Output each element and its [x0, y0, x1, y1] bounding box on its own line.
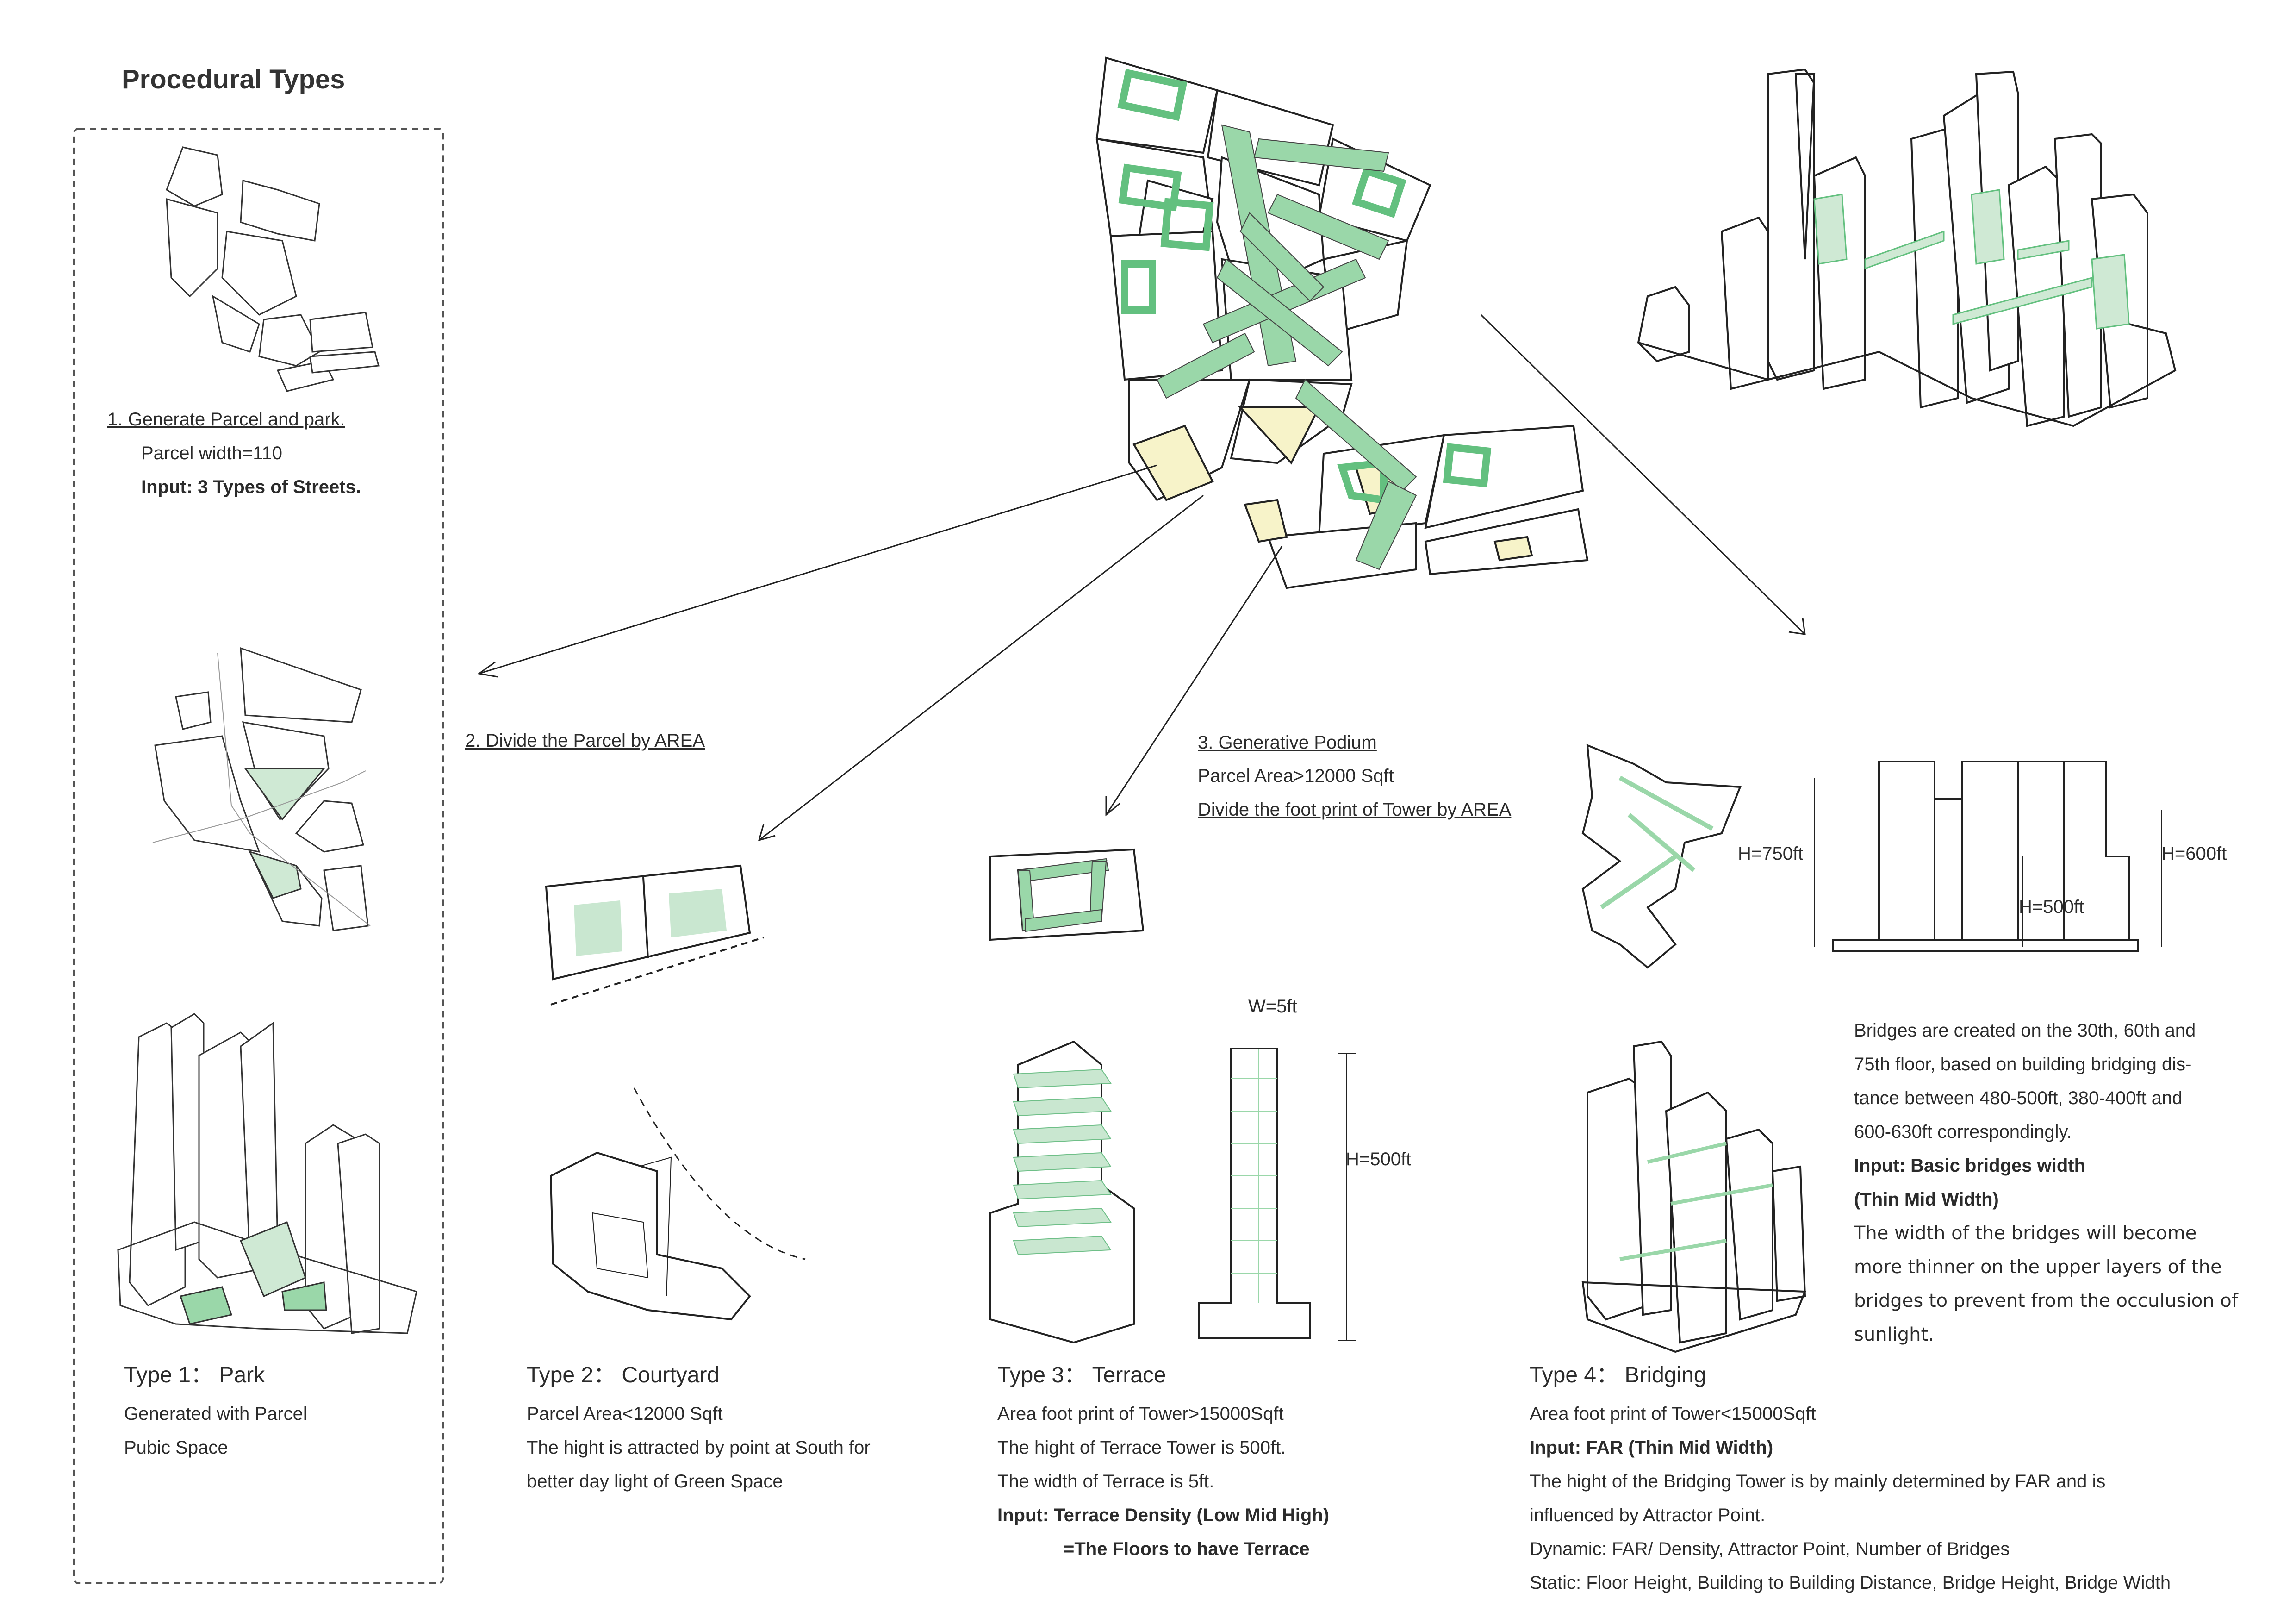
step3-line2: Divide the foot print of Tower by AREA	[1198, 800, 1512, 820]
type4-line4: Dynamic: FAR/ Density, Attractor Point, …	[1530, 1539, 2010, 1559]
type4-line5: Static: Floor Height, Building to Buildi…	[1530, 1573, 2171, 1593]
step3-line1: Parcel Area>12000 Sqft	[1198, 766, 1394, 786]
bridging-elevation	[1814, 761, 2162, 952]
type2-title: Type 2： Courtyard	[527, 1363, 720, 1387]
bridges-note-line2: 75th floor, based on building bridging d…	[1854, 1054, 2192, 1074]
type3-line1: Area foot print of Tower>15000Sqft	[997, 1404, 1284, 1424]
type4-line3: influenced by Attractor Point.	[1530, 1505, 1766, 1525]
type4-input: Input: FAR (Thin Mid Width)	[1530, 1437, 1773, 1458]
step1-heading: 1. Generate Parcel and park.	[107, 409, 345, 430]
park-towers	[117, 1013, 417, 1334]
bridges-note-line5: The width of the bridges will become	[1854, 1223, 2197, 1244]
terrace-tower	[989, 1040, 1135, 1344]
h600-label: H=600ft	[2161, 843, 2227, 864]
bridges-note-line3: tance between 480-500ft, 380-400ft and	[1854, 1088, 2183, 1108]
bridges-note-input2: (Thin Mid Width)	[1854, 1189, 1999, 1210]
step2-heading: 2. Divide the Parcel by AREA	[465, 731, 705, 751]
type3-input1: Input: Terrace Density (Low Mid High)	[997, 1505, 1330, 1525]
type3-line3: The width of Terrace is 5ft.	[997, 1471, 1214, 1492]
type2-line3: better day light of Green Space	[527, 1471, 783, 1492]
type4-line1: Area foot print of Tower<15000Sqft	[1530, 1404, 1816, 1424]
w5-label: W=5ft	[1248, 996, 1297, 1017]
type1-title: Type 1： Park	[124, 1363, 265, 1387]
step1-line1: Parcel width=110	[141, 443, 282, 463]
type1-line1: Generated with Parcel	[124, 1404, 307, 1424]
bridges-note-line1: Bridges are created on the 30th, 60th an…	[1854, 1020, 2196, 1041]
bridges-note-line8: sunlight.	[1854, 1324, 1934, 1345]
dashed-frame	[73, 128, 444, 1584]
arrows	[477, 314, 1806, 842]
type4-line2: The hight of the Bridging Tower is by ma…	[1530, 1471, 2106, 1492]
parcel-diagram	[166, 146, 380, 392]
podium	[989, 848, 1145, 941]
bridging-towers	[1581, 1040, 1806, 1353]
bridges-note-line7: bridges to prevent from the occulusion o…	[1854, 1290, 2238, 1312]
type3-line2: The hight of Terrace Tower is 500ft.	[997, 1437, 1286, 1458]
h750-label: H=750ft	[1738, 843, 1804, 864]
divided-parcel	[545, 864, 764, 1006]
h500-terrace-label: H=500ft	[1346, 1149, 1412, 1169]
step1-input: Input: 3 Types of Streets.	[141, 477, 361, 497]
type3-title: Type 3： Terrace	[997, 1363, 1166, 1387]
type2-line1: Parcel Area<12000 Sqft	[527, 1404, 723, 1424]
page-title: Procedural Types	[122, 64, 345, 94]
bridges-note-line6: more thinner on the upper layers of the	[1854, 1256, 2222, 1278]
terrace-section	[1198, 1037, 1356, 1341]
type2-line2: The hight is attracted by point at South…	[527, 1437, 871, 1458]
bridging-city	[1637, 68, 2177, 427]
master-plan	[1095, 56, 1589, 589]
courtyard-building	[549, 1087, 806, 1321]
step3-heading: 3. Generative Podium	[1198, 732, 1377, 753]
bridges-note-input1: Input: Basic bridges width	[1854, 1156, 2086, 1176]
type4-title: Type 4： Bridging	[1530, 1363, 1706, 1387]
bridges-note-line4: 600-630ft correspondingly.	[1854, 1122, 2072, 1142]
h500-label: H=500ft	[2019, 897, 2084, 917]
type3-input2: =The Floors to have Terrace	[1064, 1539, 1310, 1559]
street-plan	[152, 647, 371, 931]
type1-line2: Pubic Space	[124, 1437, 228, 1458]
bridging-plan	[1581, 743, 1742, 969]
